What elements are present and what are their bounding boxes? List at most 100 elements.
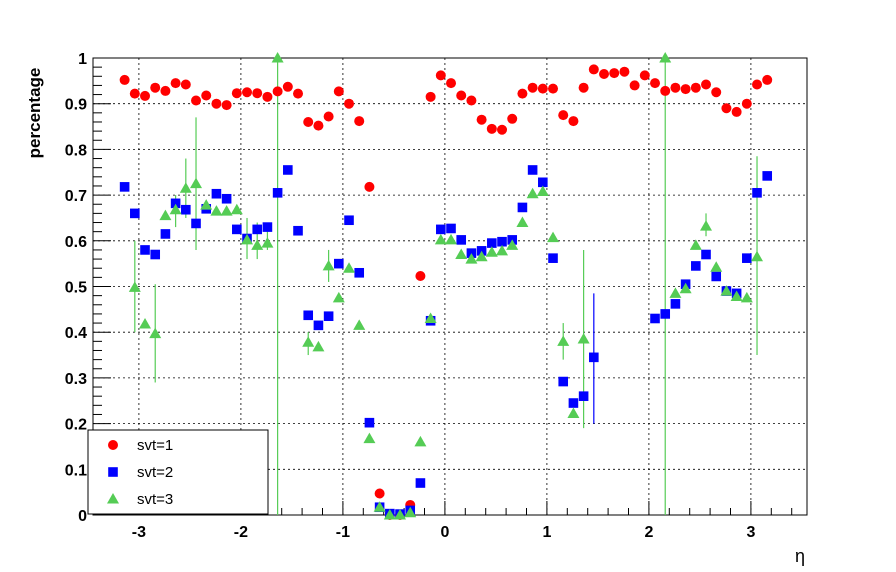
y-tick-label: 0.1 — [65, 462, 87, 479]
data-point — [506, 239, 519, 250]
data-point — [456, 90, 467, 101]
data-point — [578, 82, 589, 93]
data-point — [752, 79, 763, 90]
data-point — [160, 85, 171, 96]
data-point — [170, 198, 181, 209]
x-tick-label: -1 — [336, 524, 350, 541]
data-point — [374, 488, 385, 499]
data-point — [701, 79, 712, 90]
data-point — [485, 246, 498, 257]
data-point — [140, 90, 151, 101]
data-point — [293, 88, 304, 99]
data-point — [322, 259, 335, 271]
y-tick-label: 0.6 — [65, 234, 87, 251]
data-point — [159, 209, 172, 221]
y-tick-label: 0 — [78, 508, 87, 525]
data-point — [497, 236, 507, 247]
data-point — [578, 391, 589, 401]
data-point — [323, 111, 334, 122]
x-tick-label: 1 — [542, 524, 551, 541]
data-point — [232, 224, 242, 235]
x-axis-label: η — [795, 546, 805, 566]
data-point — [150, 82, 161, 93]
y-tick-label: 0.2 — [65, 417, 87, 434]
data-point — [354, 267, 365, 278]
legend-marker — [108, 467, 118, 477]
data-point — [752, 188, 762, 198]
data-point — [690, 82, 701, 93]
data-point — [200, 199, 213, 210]
data-point — [160, 229, 171, 239]
data-point — [741, 98, 752, 109]
data-point — [446, 223, 456, 234]
data-point — [475, 250, 488, 262]
data-point — [680, 84, 691, 95]
data-point — [670, 299, 681, 309]
data-point — [313, 320, 324, 331]
data-point — [414, 435, 427, 447]
data-point — [548, 83, 559, 94]
data-point — [231, 88, 242, 99]
data-point — [119, 182, 130, 192]
data-point — [526, 187, 539, 199]
y-tick-label: 0.8 — [65, 142, 87, 159]
data-point — [262, 91, 273, 102]
data-point — [129, 88, 140, 99]
data-point — [762, 171, 773, 181]
data-point — [639, 70, 650, 81]
data-point — [701, 249, 711, 260]
data-point — [669, 287, 682, 298]
data-point — [547, 231, 560, 243]
data-point — [363, 432, 376, 444]
legend: svt=1 svt=2 svt=3 — [87, 429, 269, 515]
data-point — [577, 333, 590, 344]
data-point — [536, 185, 549, 196]
data-point — [537, 83, 548, 94]
data-point — [170, 78, 181, 89]
data-point — [343, 262, 356, 273]
data-point — [497, 124, 508, 135]
legend-marker — [107, 493, 119, 504]
data-point — [169, 203, 182, 215]
data-point — [252, 88, 263, 99]
data-point — [609, 68, 620, 79]
data-point — [731, 106, 742, 117]
y-tick-label: 1 — [78, 51, 87, 68]
data-point — [548, 253, 558, 263]
data-point — [517, 202, 528, 213]
data-point — [689, 239, 702, 250]
data-point — [283, 165, 293, 175]
data-point — [517, 88, 528, 99]
y-tick-label: 0.3 — [65, 371, 87, 388]
x-tick-label: 2 — [644, 524, 653, 541]
data-point — [496, 244, 509, 256]
data-point — [558, 110, 569, 121]
data-point — [599, 68, 610, 79]
data-point — [332, 291, 345, 303]
data-point — [588, 64, 599, 75]
data-markers — [119, 52, 773, 520]
data-point — [558, 376, 569, 387]
data-point — [619, 66, 630, 77]
data-point — [538, 177, 548, 188]
legend-box — [87, 429, 269, 515]
data-point — [364, 417, 375, 428]
y-tick-label: 0.5 — [65, 280, 87, 297]
data-point — [150, 249, 161, 260]
data-point — [730, 290, 743, 302]
data-point — [191, 218, 201, 229]
data-point — [446, 78, 457, 89]
y-tick-label: 0.7 — [65, 188, 87, 205]
data-point — [660, 309, 671, 319]
data-point — [740, 291, 753, 303]
data-point — [507, 113, 518, 124]
data-point — [334, 258, 344, 269]
data-point — [271, 52, 284, 63]
data-point — [436, 224, 446, 235]
data-point — [434, 233, 447, 245]
data-point — [691, 261, 701, 271]
data-point — [455, 248, 468, 260]
data-point — [181, 204, 191, 215]
data-point — [139, 317, 152, 329]
